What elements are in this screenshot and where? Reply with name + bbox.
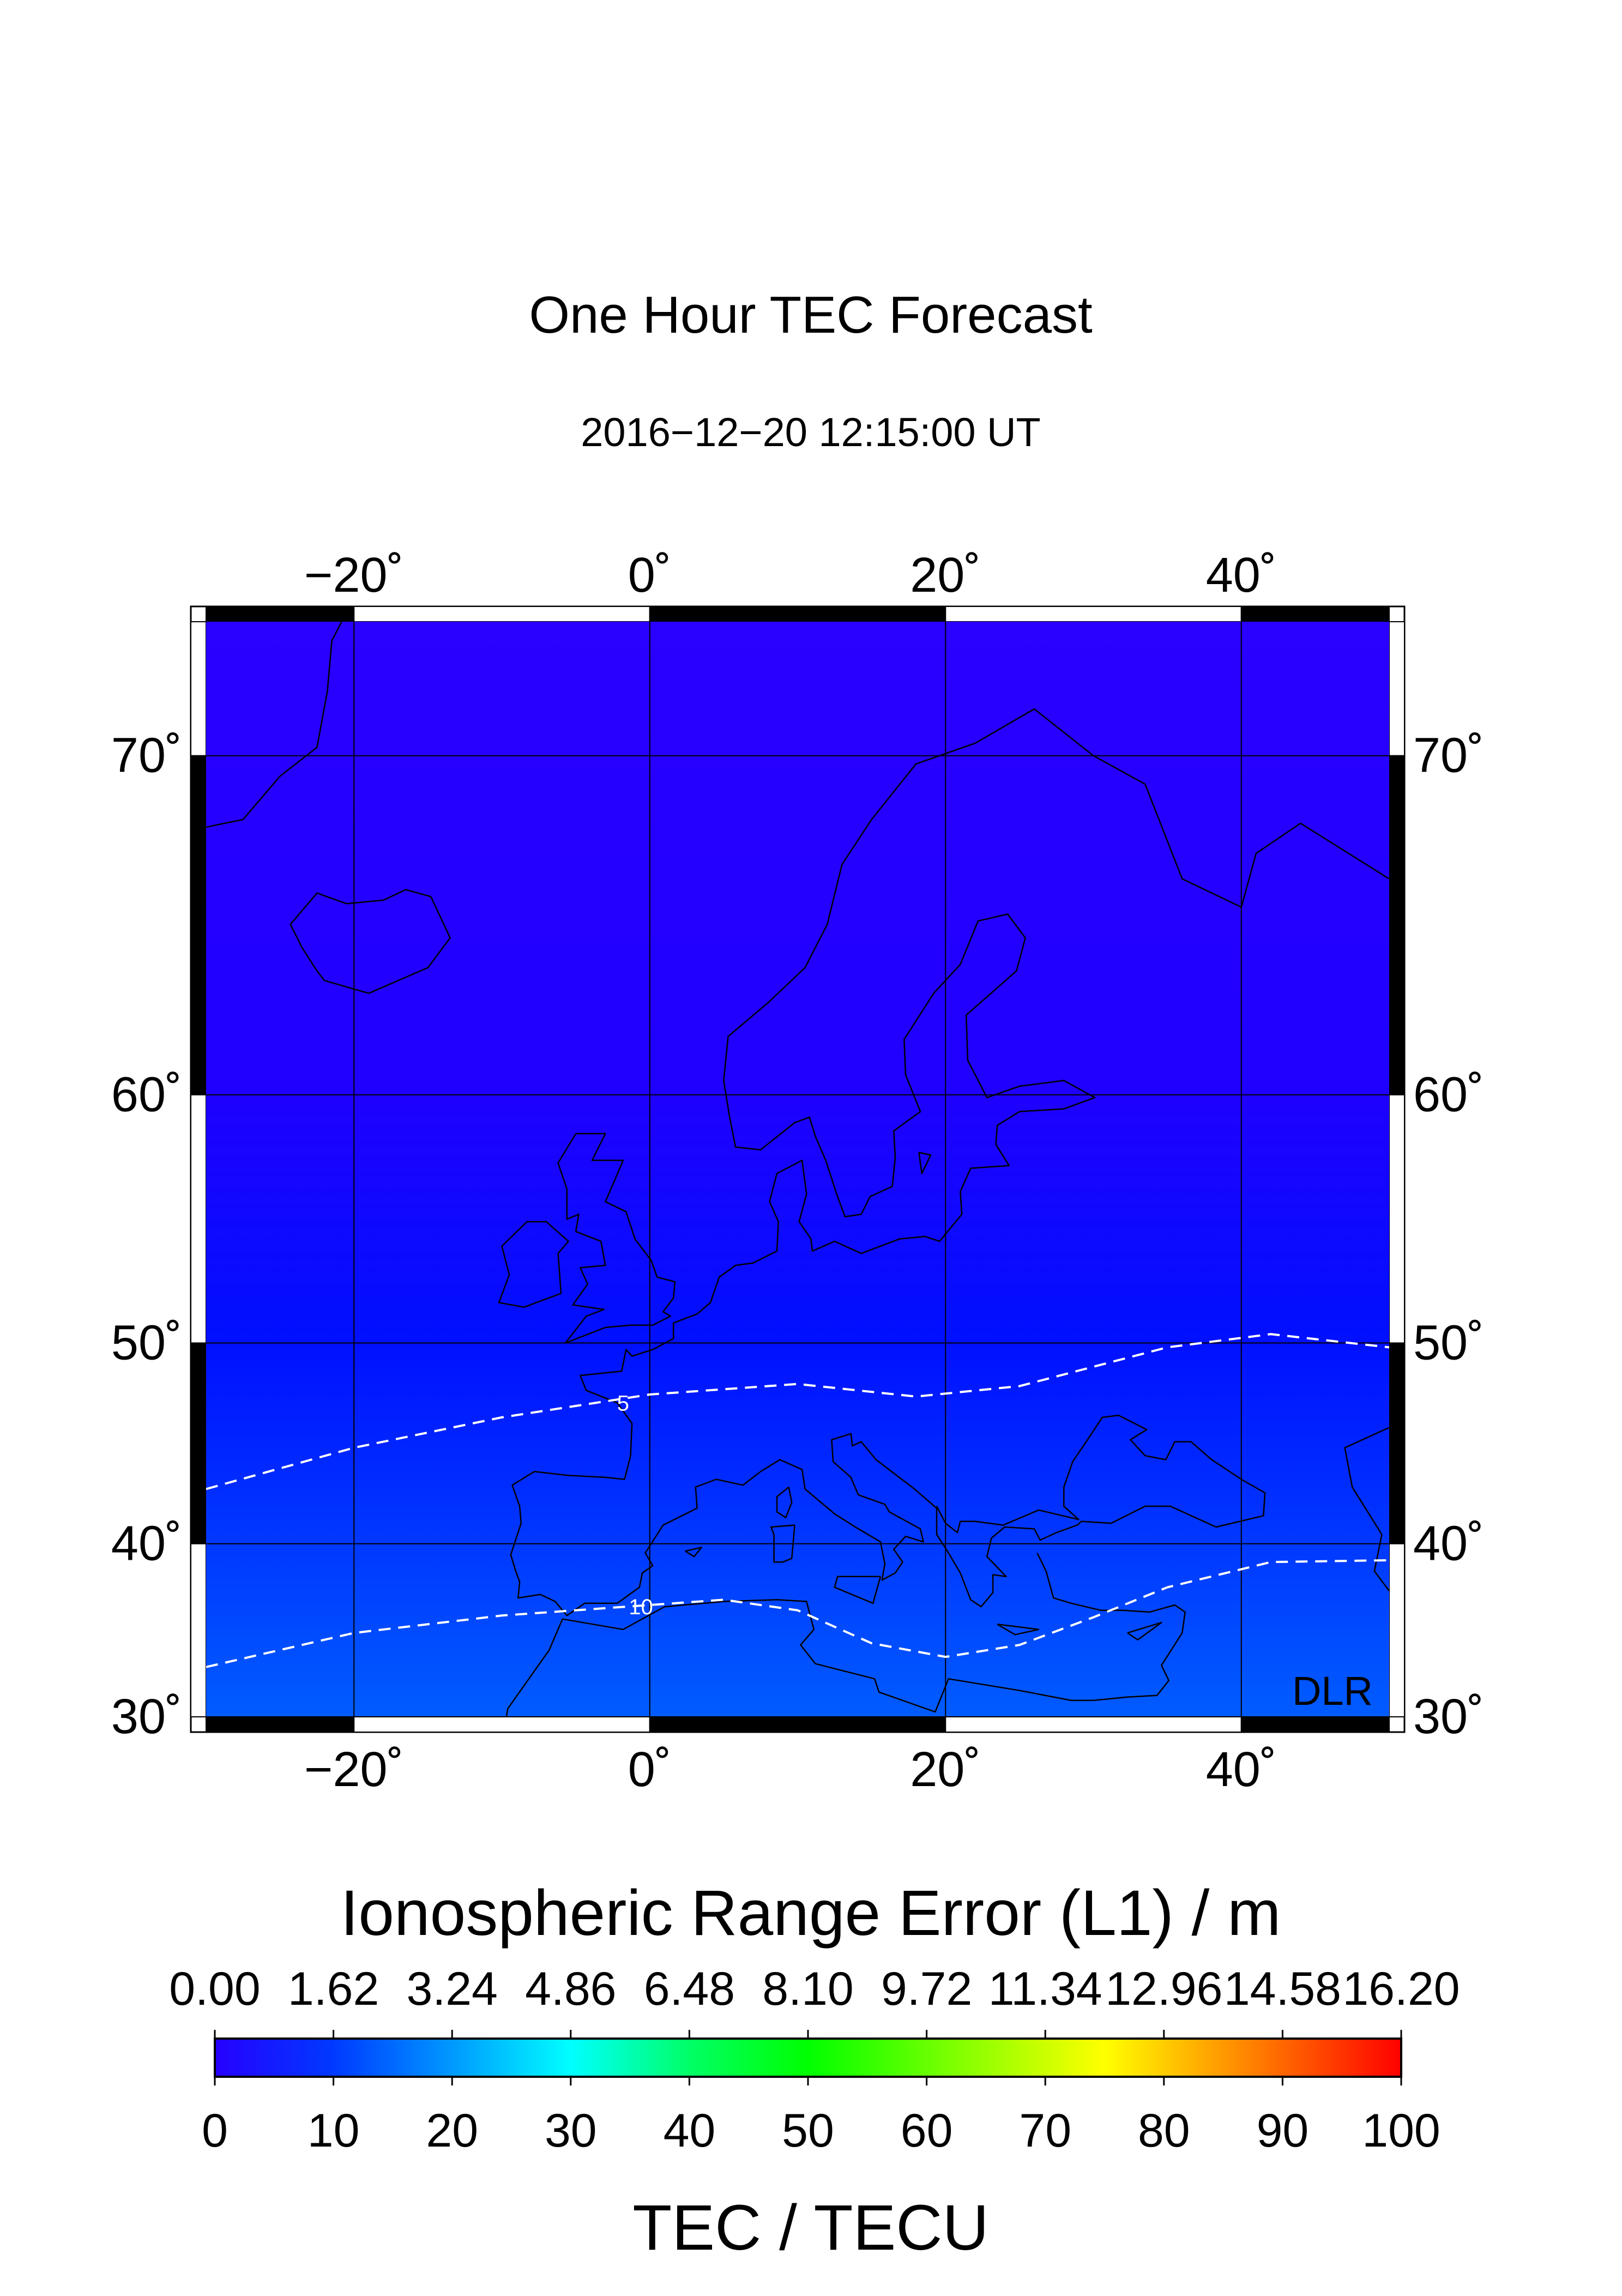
coastline	[1344, 1427, 1389, 1591]
range-error-label: 3.24	[407, 1963, 498, 2015]
figure-title: One Hour TEC Forecast	[529, 286, 1092, 344]
coastline	[557, 1133, 676, 1344]
tec-label: 0	[202, 2105, 228, 2157]
frame-segment	[190, 1342, 207, 1544]
lat-tick-label: 50˚	[1413, 1315, 1484, 1370]
tec-label: 20	[426, 2105, 478, 2157]
lat-tick-label: 40˚	[1413, 1517, 1484, 1571]
frame-segment	[190, 1543, 207, 1717]
tec-label: 80	[1138, 2105, 1190, 2157]
coastline	[498, 1221, 569, 1308]
tec-label: 90	[1257, 2105, 1309, 2157]
range-error-label: 4.86	[525, 1963, 616, 2015]
tec-label: 30	[545, 2105, 597, 2157]
colorbar-ticks	[214, 2030, 1402, 2085]
lat-tick-label: 30˚	[111, 1690, 182, 1744]
coastline	[834, 1576, 882, 1604]
contour-label: 5	[617, 1391, 629, 1415]
tec-label: 10	[307, 2105, 360, 2157]
frame-segment	[353, 606, 650, 622]
axis-tick-labels: −20˚ −20˚ 0˚ 0˚ 20˚ 20˚ 40˚ 40˚ 70˚ 70˚ 60˚ 60˚ 50˚ 5…	[111, 548, 1484, 1797]
frame-segment	[1389, 755, 1405, 1096]
tec-label: 60	[901, 2105, 953, 2157]
lat-tick-label: 60˚	[1413, 1067, 1484, 1122]
range-error-label: 12.96	[1105, 1963, 1222, 2015]
coastline	[206, 622, 342, 828]
tec-label: 40	[664, 2105, 716, 2157]
tec-label: 100	[1362, 2105, 1440, 2157]
frame-segment	[1389, 1342, 1405, 1544]
frame-segment	[1389, 1094, 1405, 1344]
lon-tick-label: −20˚	[304, 548, 404, 603]
lon-tick-label: 20˚	[910, 1742, 981, 1797]
range-error-label: 14.58	[1224, 1963, 1341, 2015]
colorbar-unit-label: TEC / TECU	[632, 2192, 988, 2264]
coastline	[510, 708, 1389, 1616]
range-error-label: 16.20	[1342, 1963, 1460, 2015]
lat-tick-label: 40˚	[111, 1517, 182, 1571]
frame-segment	[1240, 606, 1390, 622]
dlr-watermark: DLR	[1292, 1668, 1373, 1714]
frame-segment	[1240, 1716, 1390, 1733]
lon-tick-label: 0˚	[628, 1742, 672, 1797]
range-error-label: 0.00	[169, 1963, 260, 2015]
lat-tick-label: 50˚	[111, 1315, 182, 1370]
tec-label: 70	[1019, 2105, 1071, 2157]
frame-segment	[945, 606, 1242, 622]
coastline	[685, 1547, 702, 1558]
frame-segment	[1389, 1543, 1405, 1717]
lat-tick-label: 70˚	[1413, 729, 1484, 783]
coastline	[1127, 1621, 1162, 1641]
coastlines	[206, 622, 1389, 1717]
range-error-label: 1.62	[288, 1963, 379, 2015]
range-error-label: 9.72	[881, 1963, 972, 2015]
coastline	[776, 1486, 793, 1518]
colorbar-tec-labels: 0 10 20 30 40 50 60 70 80 90 100	[202, 2105, 1440, 2157]
colorbar	[214, 2037, 1402, 2078]
lon-tick-label: 0˚	[628, 548, 672, 603]
frame-segment	[945, 1716, 1242, 1733]
coastline	[290, 888, 451, 994]
contour-label: 10	[629, 1595, 653, 1619]
frame-segment	[206, 1716, 355, 1733]
tec-contours: 5 10	[206, 1333, 1389, 1668]
frame-segment	[190, 755, 207, 1096]
range-error-label: 8.10	[762, 1963, 853, 2015]
coastline	[505, 1552, 1186, 1717]
range-error-label: 11.34	[988, 1963, 1102, 2015]
tec-field	[206, 622, 1389, 1717]
lat-tick-label: 60˚	[111, 1067, 182, 1122]
figure-timestamp: 2016−12−20 12:15:00 UT	[581, 410, 1040, 455]
frame-segment	[190, 621, 207, 756]
contour-line	[206, 1333, 1389, 1490]
coastline	[770, 1524, 795, 1563]
lon-tick-label: −20˚	[304, 1742, 404, 1797]
lon-tick-label: 20˚	[910, 548, 981, 603]
frame-segment	[1389, 621, 1405, 756]
tec-label: 50	[782, 2105, 834, 2157]
frame-segment	[649, 606, 946, 622]
frame-segment	[353, 1716, 650, 1733]
frame-segment	[190, 1094, 207, 1344]
coastline	[918, 1151, 932, 1174]
lon-tick-label: 40˚	[1206, 1742, 1277, 1797]
lat-tick-label: 30˚	[1413, 1690, 1484, 1744]
coastline	[997, 1624, 1040, 1636]
frame-segment	[206, 606, 355, 622]
range-error-label: 6.48	[644, 1963, 735, 2015]
lon-tick-label: 40˚	[1206, 548, 1277, 603]
lat-tick-label: 70˚	[111, 729, 182, 783]
colorbar-range-error-labels: 0.00 1.62 3.24 4.86 6.48 8.10 9.72 11.34 12.96 14…	[169, 1963, 1460, 2015]
frame-segment	[649, 1716, 946, 1733]
colorbar-title: Ionospheric Range Error (L1) / m	[341, 1877, 1281, 1949]
contour-line	[206, 1559, 1389, 1668]
graticule	[206, 622, 1389, 1717]
map-area: 5 10	[206, 622, 1389, 1717]
